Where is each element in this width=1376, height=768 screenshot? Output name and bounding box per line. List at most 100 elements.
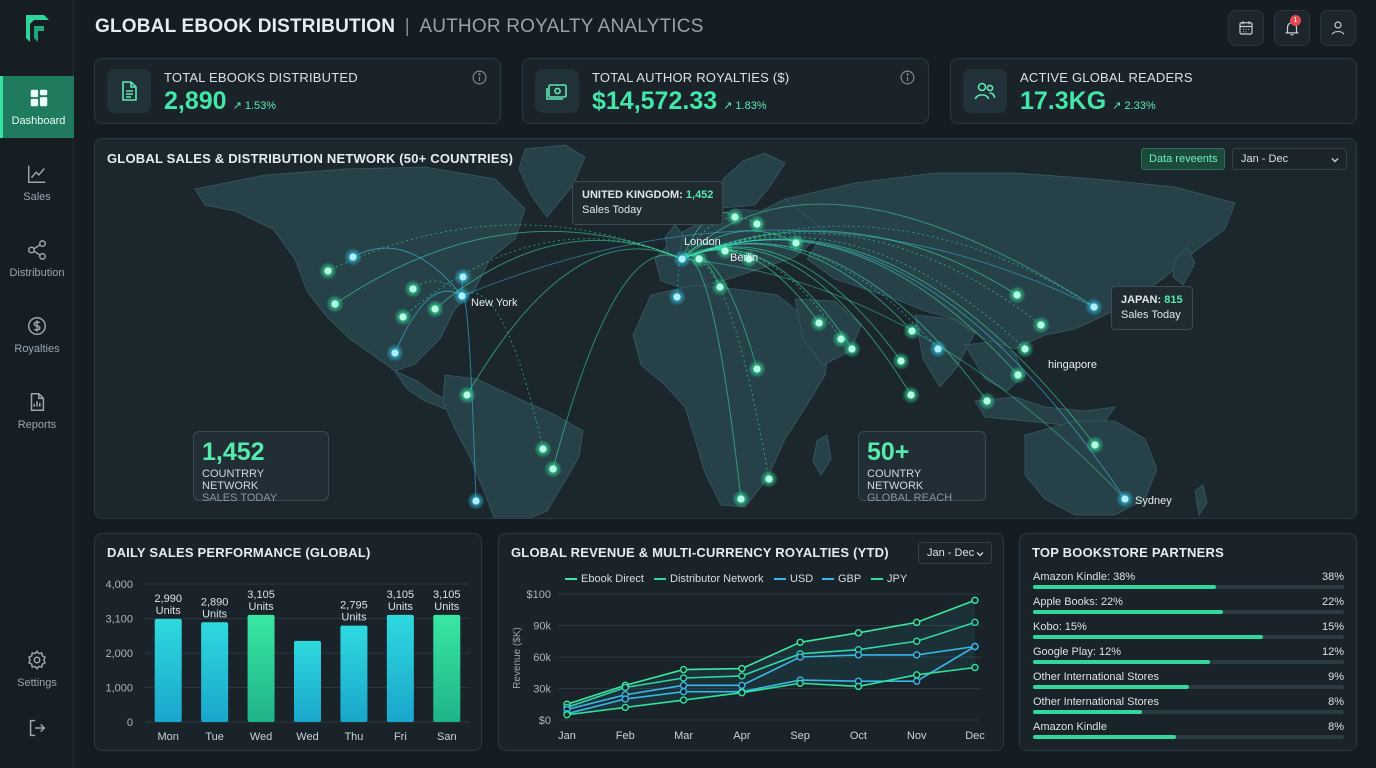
legend-item[interactable]: JPY [871, 573, 907, 585]
network-node[interactable] [753, 220, 761, 228]
network-node[interactable] [472, 497, 480, 505]
series-point[interactable] [796, 653, 804, 661]
network-node[interactable] [765, 475, 773, 483]
network-node[interactable] [539, 445, 547, 453]
series-point[interactable] [913, 677, 921, 685]
series-point[interactable] [621, 695, 629, 703]
network-node[interactable] [753, 365, 761, 373]
bar[interactable] [154, 618, 182, 722]
series-point[interactable] [738, 681, 746, 690]
network-node[interactable] [1013, 291, 1021, 299]
series-line[interactable] [566, 666, 976, 716]
network-node[interactable] [721, 247, 729, 255]
network-node[interactable] [897, 357, 905, 365]
daily-sales-bar-chart[interactable]: 4,0003,1002,0001,0000Mon2,990UnitsTue2,8… [95, 534, 481, 750]
series-point[interactable] [971, 596, 979, 605]
network-node[interactable] [815, 319, 823, 327]
series-point[interactable] [621, 703, 629, 712]
series-point[interactable] [971, 618, 979, 627]
network-node[interactable] [399, 313, 407, 321]
network-node[interactable] [1091, 441, 1099, 449]
network-node[interactable] [678, 255, 686, 263]
network-node[interactable] [391, 349, 399, 357]
network-node[interactable] [324, 267, 332, 275]
series-point[interactable] [738, 672, 746, 680]
series-point[interactable] [679, 665, 688, 674]
bar[interactable] [433, 614, 461, 722]
series-point[interactable] [679, 681, 688, 690]
series-point[interactable] [913, 671, 921, 679]
network-node[interactable] [1021, 345, 1029, 353]
series-point[interactable] [679, 687, 688, 696]
series-point[interactable] [679, 674, 688, 682]
network-node[interactable] [431, 305, 439, 313]
network-node[interactable] [737, 495, 745, 503]
partner-row[interactable]: Kobo: 15% 15% [1033, 621, 1344, 645]
legend-item[interactable]: USD [774, 573, 813, 585]
partner-row[interactable]: Amazon Kindle 8% [1033, 721, 1344, 745]
series-line[interactable] [566, 645, 976, 711]
series-point[interactable] [913, 618, 921, 627]
network-node[interactable] [409, 285, 417, 293]
series-point[interactable] [913, 637, 921, 645]
data-badge[interactable]: Data reveents [1141, 148, 1226, 170]
network-node[interactable] [695, 255, 703, 263]
revenue-line-chart[interactable]: $100 90k 60k 30k $0 Revenue ($K) Jan Feb Mar Apr S… [499, 534, 1003, 750]
series-point[interactable] [679, 696, 688, 704]
partner-row[interactable]: Other International Stores 8% [1033, 696, 1344, 720]
network-node[interactable] [837, 335, 845, 343]
sidebar-item-sales[interactable]: Sales [0, 152, 74, 214]
calendar-button[interactable] [1228, 10, 1264, 46]
bar[interactable] [340, 625, 368, 722]
network-node[interactable] [673, 293, 681, 301]
series-line[interactable] [566, 621, 976, 709]
series-point[interactable] [796, 679, 804, 687]
network-node[interactable] [349, 253, 357, 261]
network-node[interactable] [331, 300, 339, 308]
series-point[interactable] [913, 651, 921, 659]
revenue-date-range-select[interactable]: Jan - Dec [918, 542, 992, 564]
network-node[interactable] [983, 397, 991, 405]
bar[interactable] [294, 640, 321, 722]
series-point[interactable] [563, 711, 571, 719]
series-point[interactable] [854, 682, 863, 691]
network-node[interactable] [463, 391, 471, 399]
sidebar-item-dashboard[interactable]: Dashboard [0, 76, 74, 138]
network-node[interactable] [1121, 495, 1129, 503]
network-node[interactable] [792, 239, 800, 247]
network-node[interactable] [907, 391, 915, 399]
logout-button[interactable] [0, 700, 74, 762]
legend-item[interactable]: GBP [822, 573, 861, 585]
sidebar-item-reports[interactable]: Reports [0, 380, 74, 442]
partner-row[interactable]: Google Play: 12% 12% [1033, 646, 1344, 670]
network-node[interactable] [1014, 371, 1022, 379]
map-date-range-select[interactable]: Jan - Dec [1232, 148, 1347, 170]
series-point[interactable] [971, 663, 979, 672]
partner-row[interactable]: Amazon Kindle: 38% 38% [1033, 571, 1344, 595]
bar[interactable] [201, 622, 229, 722]
sidebar-item-distribution[interactable]: Distribution [0, 228, 74, 290]
network-node[interactable] [934, 345, 942, 353]
network-node[interactable] [848, 345, 856, 353]
series-point[interactable] [796, 638, 804, 647]
series-point[interactable] [738, 688, 746, 697]
series-point[interactable] [621, 683, 629, 692]
network-node[interactable] [459, 273, 467, 281]
sidebar-item-royalties[interactable]: Royalties [0, 304, 74, 366]
network-node[interactable] [908, 327, 916, 335]
series-point[interactable] [971, 642, 979, 651]
notifications-button[interactable]: 1 [1274, 10, 1310, 46]
legend-item[interactable]: Ebook Direct [565, 573, 644, 585]
bar[interactable] [386, 614, 414, 722]
profile-button[interactable] [1320, 10, 1356, 46]
network-node[interactable] [549, 465, 557, 473]
series-point[interactable] [854, 651, 863, 659]
network-node[interactable] [1037, 321, 1045, 329]
partner-row[interactable]: Apple Books: 22% 22% [1033, 596, 1344, 620]
network-node[interactable] [458, 292, 466, 300]
network-node[interactable] [745, 255, 753, 263]
series-line[interactable] [566, 645, 976, 715]
series-point[interactable] [854, 629, 863, 637]
sidebar-item-settings[interactable]: Settings [0, 638, 74, 700]
bar[interactable] [247, 614, 275, 722]
